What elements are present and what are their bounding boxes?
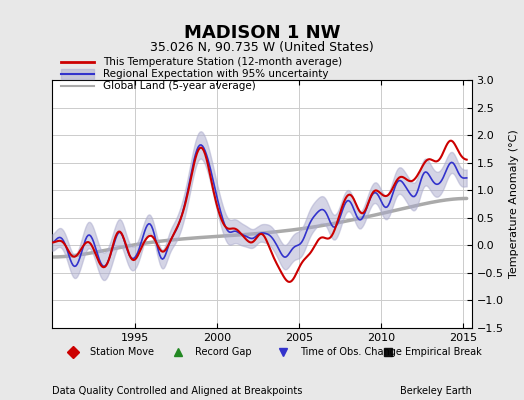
Text: Record Gap: Record Gap: [195, 347, 252, 357]
Text: Data Quality Controlled and Aligned at Breakpoints: Data Quality Controlled and Aligned at B…: [52, 386, 303, 396]
Text: Station Move: Station Move: [90, 347, 154, 357]
Text: Regional Expectation with 95% uncertainty: Regional Expectation with 95% uncertaint…: [103, 69, 328, 79]
Text: This Temperature Station (12-month average): This Temperature Station (12-month avera…: [103, 57, 342, 67]
Text: Empirical Break: Empirical Break: [405, 347, 481, 357]
Y-axis label: Temperature Anomaly (°C): Temperature Anomaly (°C): [509, 130, 519, 278]
Text: Global Land (5-year average): Global Land (5-year average): [103, 81, 256, 91]
Text: MADISON 1 NW: MADISON 1 NW: [184, 24, 340, 42]
Text: 35.026 N, 90.735 W (United States): 35.026 N, 90.735 W (United States): [150, 41, 374, 54]
Text: Time of Obs. Change: Time of Obs. Change: [300, 347, 401, 357]
Text: Berkeley Earth: Berkeley Earth: [400, 386, 472, 396]
